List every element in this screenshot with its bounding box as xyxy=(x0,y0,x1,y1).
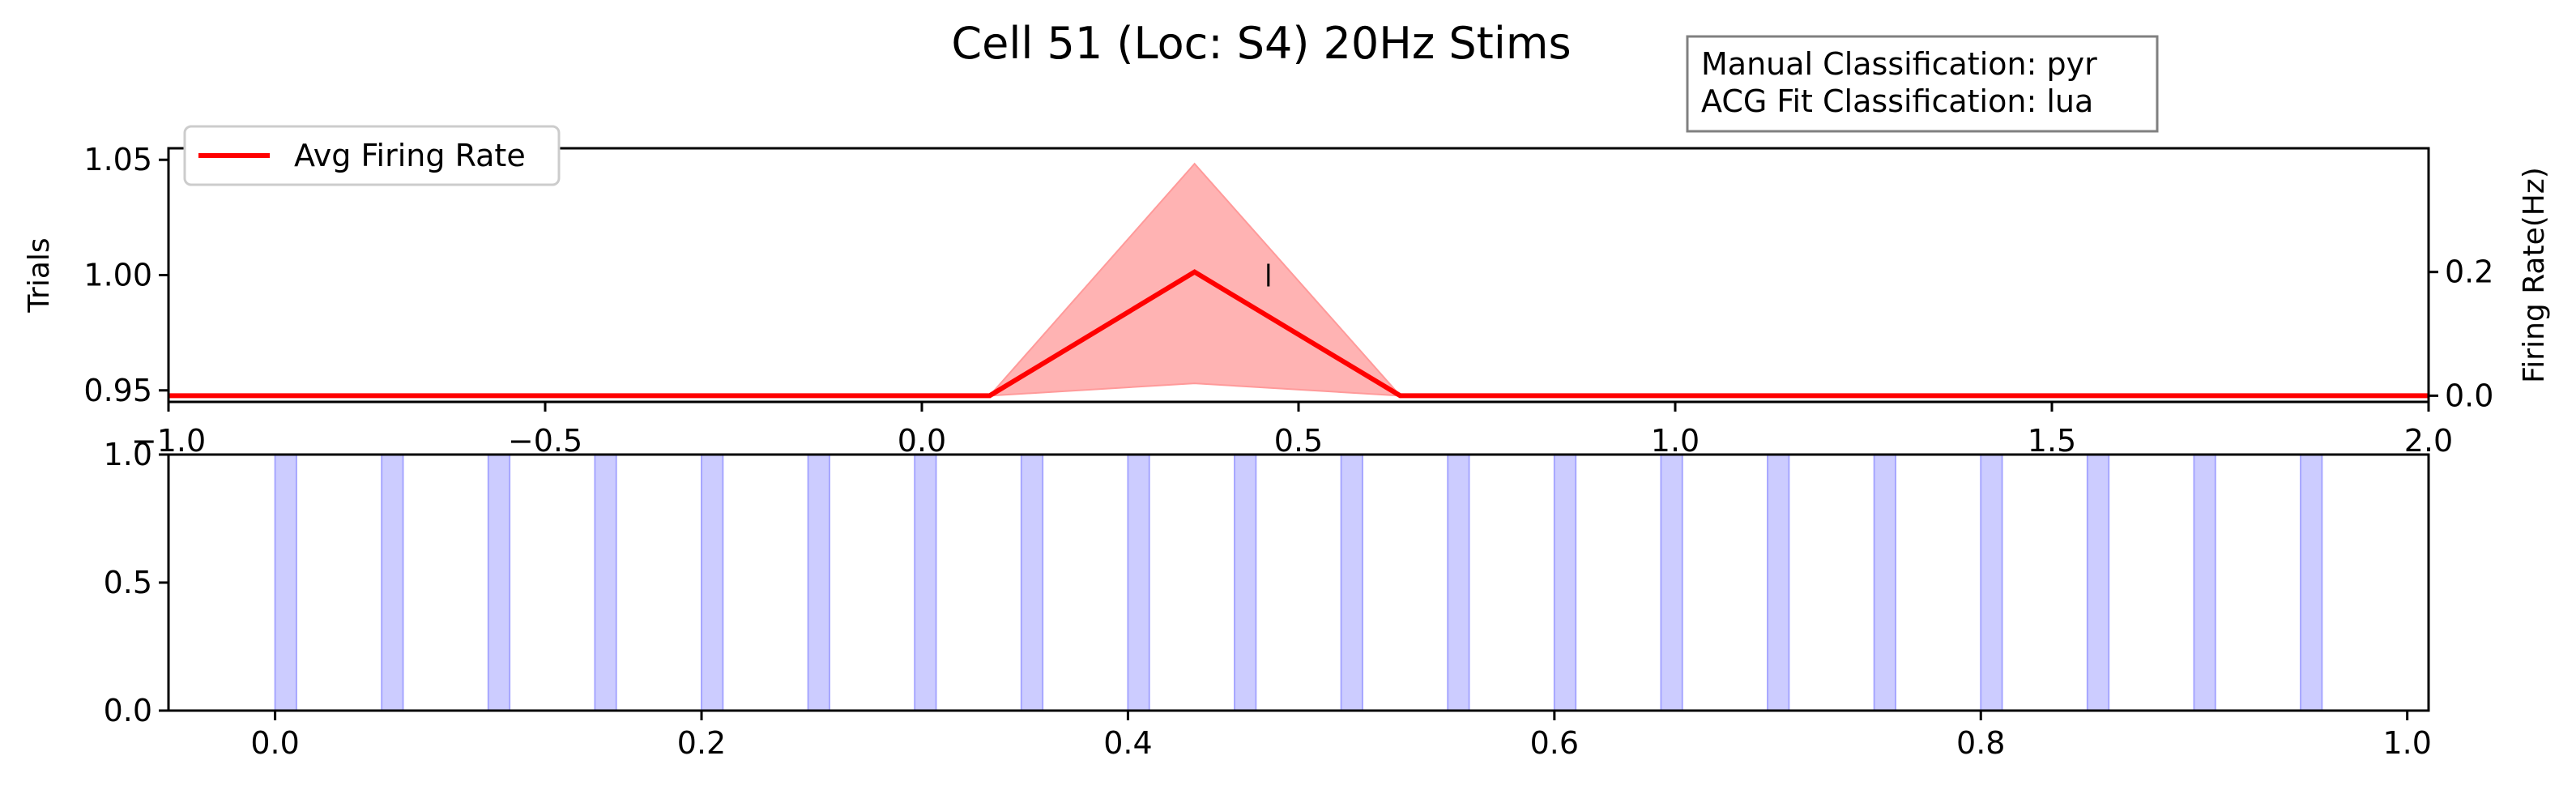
y-tick-label-left: 0.95 xyxy=(83,373,152,408)
x-tick-label: 0.0 xyxy=(250,725,299,761)
stim-pulse-bar xyxy=(2300,454,2323,711)
manual-classification-text: Manual Classification: pyr xyxy=(1701,46,2097,82)
stim-pulse-bar xyxy=(2086,454,2110,711)
x-tick-label: 0.8 xyxy=(1956,725,2005,761)
y-tick-label-left: 1.05 xyxy=(83,142,152,177)
stim-pulse-bar xyxy=(914,454,937,711)
legend-label: Avg Firing Rate xyxy=(294,138,526,173)
y-tick-label: 1.0 xyxy=(104,437,152,472)
stim-pulse-bar xyxy=(1447,454,1470,711)
stim-pulse-bar xyxy=(2193,454,2216,711)
y-tick-label: 0.5 xyxy=(104,565,152,600)
y-tick-label-right: 0.2 xyxy=(2445,254,2493,290)
x-tick-label: 1.0 xyxy=(2382,725,2431,761)
firing-rate-line xyxy=(168,269,2429,399)
stim-pulse-bar xyxy=(1980,454,2003,711)
x-tick-label: 0.5 xyxy=(1274,423,1323,459)
stim-pulse-bar xyxy=(1127,454,1150,711)
chart-title: Cell 51 (Loc: S4) 20Hz Stims xyxy=(951,18,1571,69)
x-tick-label: 0.6 xyxy=(1530,725,1579,761)
stim-pulse-bar xyxy=(1340,454,1363,711)
stim-pulse-bar xyxy=(594,454,617,711)
stim-pulse-bar xyxy=(807,454,830,711)
x-tick-label: 0.2 xyxy=(677,725,726,761)
x-tick-label: −0.5 xyxy=(508,423,582,459)
stim-pulse-bar xyxy=(1020,454,1044,711)
stim-pulse-bar xyxy=(487,454,511,711)
y-axis-label-right: Firing Rate(Hz) xyxy=(2518,167,2551,383)
stim-pulse-bar xyxy=(1767,454,1790,711)
x-tick-label: −1.0 xyxy=(131,423,206,459)
y-tick-label: 0.0 xyxy=(104,693,152,728)
stim-pulse-bar xyxy=(701,454,724,711)
acg-classification-text: ACG Fit Classification: lua xyxy=(1701,83,2093,119)
stim-pulse-bar xyxy=(274,454,297,711)
stim-pulse-bar xyxy=(1234,454,1257,711)
x-tick-label: 1.5 xyxy=(2028,423,2076,459)
firing-rate-band xyxy=(168,162,2429,397)
stim-pulse-panel: 0.0 0.2 0.4 0.6 0.8 1.0 0.0 0.5 1.0 xyxy=(104,437,2432,761)
stim-pulse-bar xyxy=(1873,454,1896,711)
stim-pulse-bar xyxy=(1660,454,1683,711)
x-tick-label: 1.0 xyxy=(1651,423,1700,459)
x-tick-label: 0.0 xyxy=(898,423,946,459)
classification-box: Manual Classification: pyr ACG Fit Class… xyxy=(1686,35,2159,133)
legend-frame xyxy=(183,125,561,186)
stim-pulse-bar xyxy=(381,454,404,711)
y-tick-label-right: 0.0 xyxy=(2445,378,2493,413)
classification-box-frame xyxy=(1686,35,2159,133)
y-tick-label-left: 1.00 xyxy=(83,258,152,293)
firing-rate-panel: −1.0 −0.5 0.0 0.5 1.0 1.5 2.0 0.95 1.00 1.05 0.0 0.… xyxy=(23,125,2551,459)
y-axis-label-left: Trials xyxy=(23,237,56,313)
legend: Avg Firing Rate xyxy=(183,125,561,186)
stim-pulse-bar xyxy=(1553,454,1577,711)
x-tick-label: 0.4 xyxy=(1103,725,1152,761)
x-tick-label: 2.0 xyxy=(2404,423,2453,459)
